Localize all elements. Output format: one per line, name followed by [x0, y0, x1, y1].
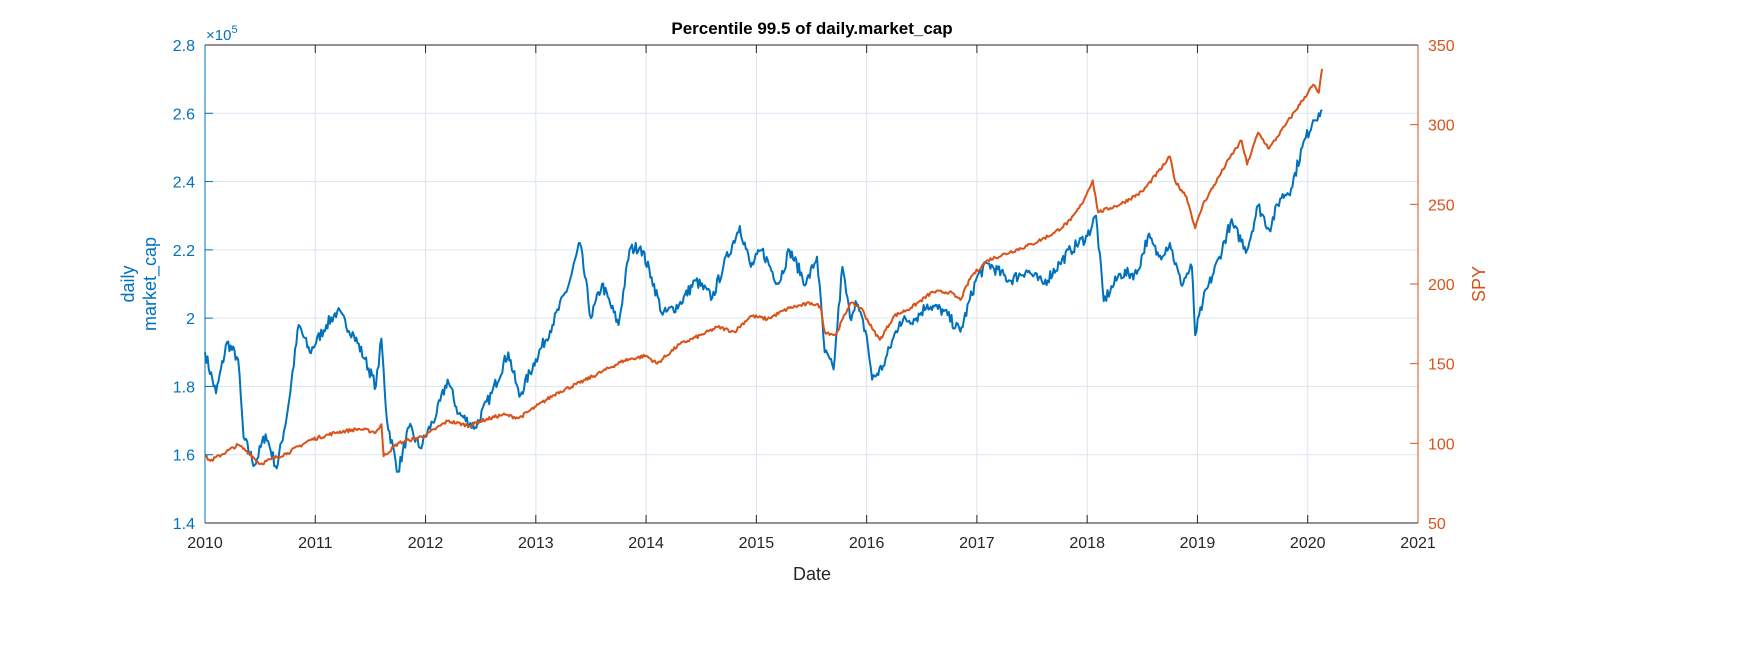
x-tick-label: 2010	[187, 535, 223, 552]
right-y-tick-label: 100	[1428, 436, 1455, 453]
right-y-tick-label: 200	[1428, 277, 1455, 294]
spy-line	[204, 68, 1324, 466]
x-axis-label: Date	[793, 564, 831, 584]
right-y-tick-label: 50	[1428, 516, 1446, 533]
left-axis-exponent: ×105	[206, 24, 238, 44]
right-y-tick-label: 250	[1428, 197, 1455, 214]
x-tick-label: 2020	[1290, 535, 1326, 552]
x-tick-label: 2013	[518, 535, 554, 552]
left-y-tick-label: 2.8	[173, 38, 195, 55]
right-y-tick-label: 350	[1428, 38, 1455, 55]
left-y-tick-label: 1.6	[173, 448, 195, 465]
left-y-tick-label: 2.2	[173, 243, 195, 260]
exponent-base: ×10	[206, 27, 231, 44]
grid	[204, 44, 1419, 524]
left-y-tick-label: 2	[186, 311, 195, 328]
left-axis-label-line2: market_cap	[140, 237, 161, 331]
series-lines	[204, 68, 1324, 473]
x-tick-label: 2014	[628, 535, 664, 552]
left-y-tick-label: 1.8	[173, 379, 195, 396]
left-axis-label-line1: daily	[118, 265, 138, 302]
exponent-power: 5	[231, 24, 237, 36]
x-tick-label: 2019	[1180, 535, 1216, 552]
x-tick-label: 2018	[1069, 535, 1105, 552]
x-tick-label: 2021	[1400, 535, 1436, 552]
right-axis-label: SPY	[1469, 266, 1489, 302]
x-tick-label: 2011	[298, 535, 333, 552]
x-tick-label: 2015	[739, 535, 775, 552]
x-tick-label: 2012	[408, 535, 444, 552]
right-y-tick-label: 150	[1428, 357, 1455, 374]
x-tick-label: 2016	[849, 535, 885, 552]
left-y-tick-label: 1.4	[173, 516, 195, 533]
left-y-tick-label: 2.4	[173, 175, 195, 192]
right-y-tick-label: 300	[1428, 118, 1455, 135]
axes: 2010 2011 2012 2013 2014 2015 2016 2017 2018 2019…	[173, 38, 1455, 552]
x-tick-label: 2017	[959, 535, 995, 552]
left-y-tick-label: 2.6	[173, 106, 195, 123]
market-cap-line	[204, 109, 1323, 473]
chart-title: Percentile 99.5 of daily.market_cap	[671, 19, 952, 38]
